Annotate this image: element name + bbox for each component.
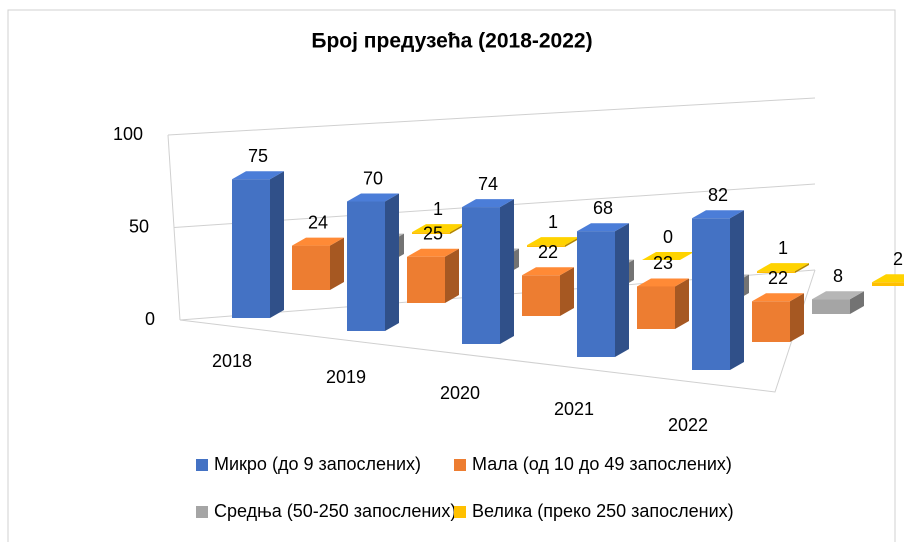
bar-side [850, 291, 864, 314]
bar-top [232, 171, 284, 180]
data-label: 1 [778, 238, 788, 258]
bar-top [692, 210, 744, 219]
bar-side [450, 224, 464, 234]
bar [637, 286, 675, 329]
legend-label: Средња (50-250 запослених) [214, 501, 456, 521]
x-tick-label: 2022 [668, 415, 708, 435]
bar [232, 179, 270, 318]
bar-top [347, 193, 399, 202]
bar [527, 245, 565, 247]
y-tick-label: 0 [145, 309, 155, 329]
bar-top [812, 291, 864, 300]
data-label: 74 [478, 174, 498, 194]
data-label: 8 [833, 266, 843, 286]
bar-top [637, 278, 689, 287]
bar-top [522, 267, 574, 276]
bar-side [795, 263, 809, 273]
data-label: 75 [248, 146, 268, 166]
chart-title: Број предузећа (2018-2022) [311, 30, 592, 53]
bar [462, 207, 500, 344]
bar-side [565, 237, 579, 247]
bar [692, 218, 730, 370]
y-tick-label: 50 [129, 216, 149, 236]
bar-top [527, 237, 579, 246]
bar-side [385, 193, 399, 331]
bar-top [872, 274, 904, 283]
data-label: 82 [708, 185, 728, 205]
bar-side [730, 210, 744, 370]
data-label: 2 [893, 249, 903, 269]
data-label: 25 [423, 224, 443, 244]
bar-side [560, 267, 574, 316]
wall-edge [167, 134, 181, 321]
bar-top [292, 237, 344, 246]
bar [812, 299, 850, 314]
legend-swatch [196, 506, 208, 518]
legend-swatch [454, 459, 466, 471]
y-tick-label: 100 [113, 124, 143, 144]
bar [752, 301, 790, 342]
data-label: 23 [653, 253, 673, 273]
bar-top [407, 248, 459, 257]
bar-side [445, 248, 459, 303]
x-tick-label: 2020 [440, 383, 480, 403]
x-tick-label: 2021 [554, 399, 594, 419]
legend-label: Велика (преко 250 запослених) [472, 501, 734, 521]
bar-side [500, 199, 514, 344]
data-label: 22 [768, 268, 788, 288]
legend-swatch [196, 459, 208, 471]
bar [292, 245, 330, 290]
x-tick-label: 2018 [212, 351, 252, 371]
bar [872, 282, 904, 286]
bar-side [330, 237, 344, 290]
bar-top [642, 252, 694, 260]
bar [412, 232, 450, 234]
bar-top [757, 263, 809, 272]
bar-side [790, 293, 804, 342]
bar-side [675, 278, 689, 329]
x-tick-label: 2019 [326, 367, 366, 387]
grid-line [167, 97, 816, 136]
legend-swatch [454, 506, 466, 518]
data-label: 1 [548, 212, 558, 232]
bar [522, 275, 560, 316]
bar-side [615, 223, 629, 357]
bar-top [462, 199, 514, 208]
bar [577, 231, 615, 357]
bar-side [270, 171, 284, 318]
bar [347, 201, 385, 331]
data-label: 1 [433, 199, 443, 219]
data-label: 68 [593, 198, 613, 218]
data-label: 22 [538, 242, 558, 262]
data-label: 24 [308, 212, 328, 232]
legend-label: Мала (од 10 до 49 запослених) [472, 454, 732, 474]
bar-top [752, 293, 804, 302]
legend-label: Микро (до 9 запослених) [214, 454, 421, 474]
bar-top [412, 224, 464, 233]
data-label: 0 [663, 227, 673, 247]
bar [407, 256, 445, 303]
bar [757, 271, 795, 273]
data-label: 70 [363, 168, 383, 188]
bar-top [577, 223, 629, 232]
